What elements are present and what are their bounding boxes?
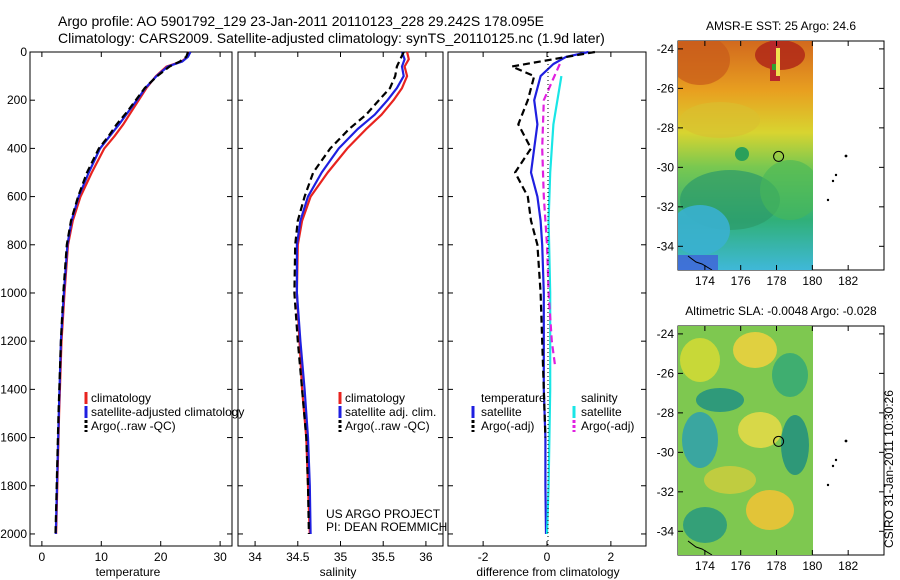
series-line-salinity-argo-adj- (541, 63, 561, 366)
map-x-tick-label: 174 (695, 559, 715, 573)
map-x-tick-label: 176 (731, 274, 751, 288)
sla-heatmap (678, 326, 813, 555)
x-tick-label: 34 (248, 550, 262, 564)
map-y-tick-label: -28 (657, 406, 675, 420)
map-x-tick-label: 180 (802, 274, 822, 288)
series-line-satellite-adj-clim- (295, 51, 406, 535)
figure-title-line2: Climatology: CARS2009. Satellite-adjuste… (58, 30, 605, 46)
y-tick-label: 200 (7, 93, 27, 107)
map-x-tick-label: 176 (731, 559, 751, 573)
x-tick-label: 34.5 (286, 550, 310, 564)
timestamp-vertical: CSIRO 31-Jan-2011 10:30:26 (882, 390, 896, 548)
map-y-tick-label: -34 (657, 524, 675, 538)
legend-salinity-header: salinity (581, 391, 618, 405)
map-x-tick-label: 174 (695, 274, 715, 288)
map-x-tick-label: 182 (838, 559, 858, 573)
project-credit-line2: PI: DEAN ROEMMICH (326, 520, 447, 534)
series-line-climatology (295, 51, 410, 535)
sla-map-title: Altimetric SLA: -0.0048 Argo: -0.028 (685, 304, 877, 318)
legend-sal-argo: Argo(-adj) (581, 419, 634, 433)
salinity-axis-label: salinity (320, 565, 357, 579)
sst-argo-location-marker (773, 150, 785, 162)
map-y-tick-label: -32 (657, 485, 675, 499)
figure-title-line1: Argo profile: AO 5901792_129 23-Jan-2011… (58, 13, 544, 29)
difference-axis-label: difference from climatology (476, 565, 619, 579)
map-y-tick-label: -34 (657, 239, 675, 253)
legend-argo: Argo(..raw -QC) (345, 419, 430, 433)
x-tick-label: 0 (39, 550, 46, 564)
series-line-salinity-satellite (545, 75, 563, 535)
series-line-argo-raw-qc- (293, 51, 405, 535)
temperature-axes (29, 51, 233, 547)
legend-satellite-adjusted: satellite-adjusted climatology (91, 405, 244, 419)
x-tick-label: 35 (334, 550, 348, 564)
y-tick-label: 1000 (0, 286, 27, 300)
y-tick-label: 1800 (0, 479, 27, 493)
x-tick-label: 36 (419, 550, 433, 564)
x-tick-label: 30 (213, 550, 227, 564)
x-tick-label: 10 (95, 550, 109, 564)
map-y-tick-label: -24 (657, 327, 675, 341)
map-x-tick-label: 178 (767, 559, 787, 573)
x-tick-label: 2 (608, 550, 615, 564)
legend-temperature-header: temperature (481, 391, 546, 405)
map-y-tick-label: -24 (657, 42, 675, 56)
temperature-legend: climatology satellite-adjusted climatolo… (84, 391, 244, 433)
y-tick-label: 1200 (0, 334, 27, 348)
salinity-axes (237, 51, 444, 547)
x-tick-label: 20 (154, 550, 168, 564)
sst-heatmap (678, 41, 813, 270)
map-x-tick-label: 182 (838, 274, 858, 288)
sla-argo-location-marker (773, 435, 785, 447)
y-tick-label: 0 (20, 45, 27, 59)
map-y-tick-label: -28 (657, 121, 675, 135)
difference-legend: temperature satellite Argo(-adj) salinit… (471, 391, 634, 433)
x-tick-label: -2 (478, 550, 489, 564)
map-y-tick-label: -32 (657, 200, 675, 214)
legend-satellite-adj: satellite adj. clim. (345, 405, 436, 419)
map-y-tick-label: -30 (657, 445, 675, 459)
series-line-argo-raw-qc- (54, 51, 190, 535)
y-tick-label: 1600 (0, 431, 27, 445)
x-tick-label: 0 (544, 550, 551, 564)
map-y-tick-label: -26 (657, 366, 675, 380)
y-tick-label: 400 (7, 141, 27, 155)
legend-sal-satellite: satellite (581, 405, 622, 419)
x-tick-label: 35.5 (372, 550, 396, 564)
sla-islands (687, 439, 848, 556)
map-x-tick-label: 178 (767, 274, 787, 288)
legend-climatology: climatology (345, 391, 405, 405)
map-x-tick-label: 180 (802, 559, 822, 573)
y-tick-label: 600 (7, 190, 27, 204)
legend-temp-argo: Argo(-adj) (481, 419, 534, 433)
legend-temp-satellite: satellite (481, 405, 522, 419)
y-tick-label: 1400 (0, 382, 27, 396)
legend-argo: Argo(..raw -QC) (91, 419, 176, 433)
legend-climatology: climatology (91, 391, 151, 405)
difference-axes (447, 51, 647, 547)
map-y-tick-label: -30 (657, 160, 675, 174)
y-tick-label: 2000 (0, 527, 27, 541)
project-credit-line1: US ARGO PROJECT (326, 507, 441, 521)
series-line-temperature-argo-adj- (510, 50, 596, 438)
salinity-legend: climatology satellite adj. clim. Argo(..… (338, 391, 436, 433)
sst-islands (687, 154, 848, 271)
map-y-tick-label: -26 (657, 81, 675, 95)
sst-map-title: AMSR-E SST: 25 Argo: 24.6 (706, 19, 856, 33)
temperature-axis-label: temperature (96, 565, 161, 579)
y-tick-label: 800 (7, 238, 27, 252)
